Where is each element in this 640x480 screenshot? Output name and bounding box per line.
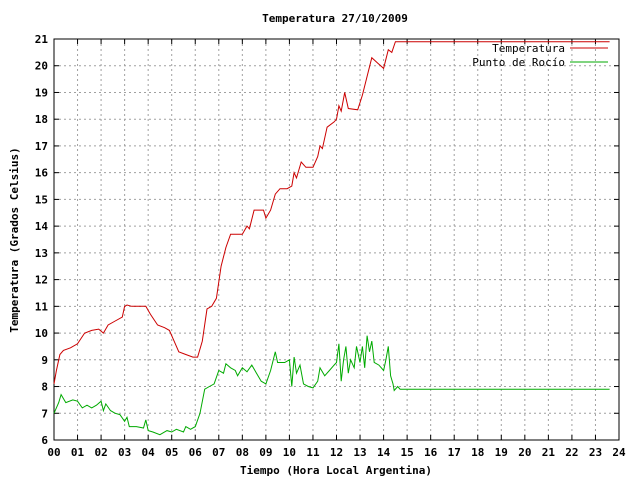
plot-frame <box>53 38 620 441</box>
y-tick-label: 21 <box>35 33 49 46</box>
x-tick-label: 01 <box>71 446 85 459</box>
x-tick-label: 16 <box>424 446 438 459</box>
axis-ticks <box>53 38 620 441</box>
x-tick-label: 13 <box>353 446 366 459</box>
x-tick-label: 23 <box>589 446 602 459</box>
x-tick-label: 08 <box>236 446 249 459</box>
x-tick-label: 22 <box>565 446 578 459</box>
x-tick-label: 24 <box>612 446 626 459</box>
y-tick-label: 11 <box>35 300 49 313</box>
y-tick-label: 16 <box>35 167 49 180</box>
x-tick-label: 19 <box>495 446 508 459</box>
x-tick-label: 07 <box>212 446 225 459</box>
series-line-temperatura <box>53 41 610 384</box>
y-tick-label: 15 <box>35 193 48 206</box>
chart-title: Temperatura 27/10/2009 <box>262 12 408 25</box>
legend: Temperatura Punto de Rocío <box>472 42 608 69</box>
y-tick-label: 17 <box>35 140 48 153</box>
y-tick-label: 6 <box>41 434 48 447</box>
grid <box>54 39 619 440</box>
x-axis-label: Tiempo (Hora Local Argentina) <box>240 464 432 477</box>
series-lines <box>53 41 610 436</box>
x-tick-label: 00 <box>47 446 60 459</box>
legend-label-temperatura: Temperatura <box>492 42 565 55</box>
x-tick-label: 06 <box>189 446 203 459</box>
y-tick-label: 12 <box>35 274 48 287</box>
y-tick-label: 20 <box>35 60 48 73</box>
x-tick-labels: 00 01 02 03 04 05 06 07 08 09 10 11 12 13 14 15 16 17 18 19… <box>47 446 626 459</box>
x-tick-label: 15 <box>401 446 414 459</box>
y-axis-label: Temperatura (Grados Celsius) <box>8 147 21 332</box>
x-tick-label: 18 <box>471 446 484 459</box>
y-tick-label: 10 <box>35 327 48 340</box>
y-tick-label: 18 <box>35 113 48 126</box>
x-tick-label: 03 <box>118 446 131 459</box>
x-tick-label: 21 <box>542 446 556 459</box>
x-tick-label: 20 <box>518 446 531 459</box>
x-tick-label: 17 <box>448 446 461 459</box>
series-line-punto-de-rocio <box>53 335 610 436</box>
y-tick-labels: 6 7 8 9 10 11 12 13 14 15 16 17 18 19 20 21 <box>35 33 49 447</box>
x-tick-label: 09 <box>259 446 272 459</box>
y-tick-label: 13 <box>35 247 48 260</box>
legend-label-punto-de-rocio: Punto de Rocío <box>472 56 565 69</box>
x-tick-label: 02 <box>94 446 107 459</box>
y-tick-label: 9 <box>41 354 48 367</box>
y-tick-label: 14 <box>35 220 49 233</box>
y-tick-label: 7 <box>41 407 48 420</box>
y-tick-label: 8 <box>41 381 48 394</box>
x-tick-label: 12 <box>330 446 343 459</box>
x-tick-label: 04 <box>142 446 156 459</box>
x-tick-label: 05 <box>165 446 178 459</box>
x-tick-label: 10 <box>283 446 296 459</box>
y-tick-label: 19 <box>35 86 48 99</box>
x-tick-label: 11 <box>306 446 320 459</box>
x-tick-label: 14 <box>377 446 391 459</box>
